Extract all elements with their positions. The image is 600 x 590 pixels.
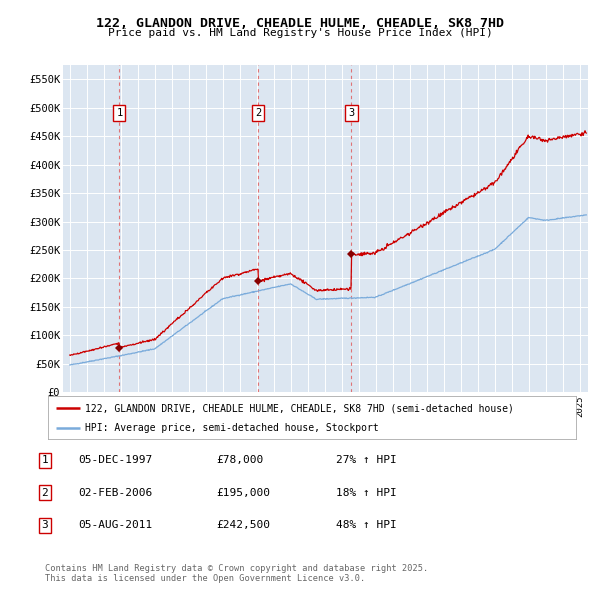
Text: 02-FEB-2006: 02-FEB-2006 (78, 488, 152, 497)
Text: 27% ↑ HPI: 27% ↑ HPI (336, 455, 397, 465)
Text: 122, GLANDON DRIVE, CHEADLE HULME, CHEADLE, SK8 7HD: 122, GLANDON DRIVE, CHEADLE HULME, CHEAD… (96, 17, 504, 30)
Text: 122, GLANDON DRIVE, CHEADLE HULME, CHEADLE, SK8 7HD (semi-detached house): 122, GLANDON DRIVE, CHEADLE HULME, CHEAD… (85, 404, 514, 414)
Text: 3: 3 (349, 109, 355, 119)
Text: 1: 1 (41, 455, 49, 465)
Text: 1: 1 (116, 109, 122, 119)
Text: £195,000: £195,000 (216, 488, 270, 497)
Text: 48% ↑ HPI: 48% ↑ HPI (336, 520, 397, 530)
Text: HPI: Average price, semi-detached house, Stockport: HPI: Average price, semi-detached house,… (85, 423, 379, 433)
Text: Contains HM Land Registry data © Crown copyright and database right 2025.
This d: Contains HM Land Registry data © Crown c… (45, 563, 428, 583)
Text: 05-AUG-2011: 05-AUG-2011 (78, 520, 152, 530)
Text: Price paid vs. HM Land Registry's House Price Index (HPI): Price paid vs. HM Land Registry's House … (107, 28, 493, 38)
Text: 3: 3 (41, 520, 49, 530)
Text: £242,500: £242,500 (216, 520, 270, 530)
Text: 05-DEC-1997: 05-DEC-1997 (78, 455, 152, 465)
Text: 2: 2 (255, 109, 261, 119)
Text: £78,000: £78,000 (216, 455, 263, 465)
Text: 2: 2 (41, 488, 49, 497)
Text: 18% ↑ HPI: 18% ↑ HPI (336, 488, 397, 497)
